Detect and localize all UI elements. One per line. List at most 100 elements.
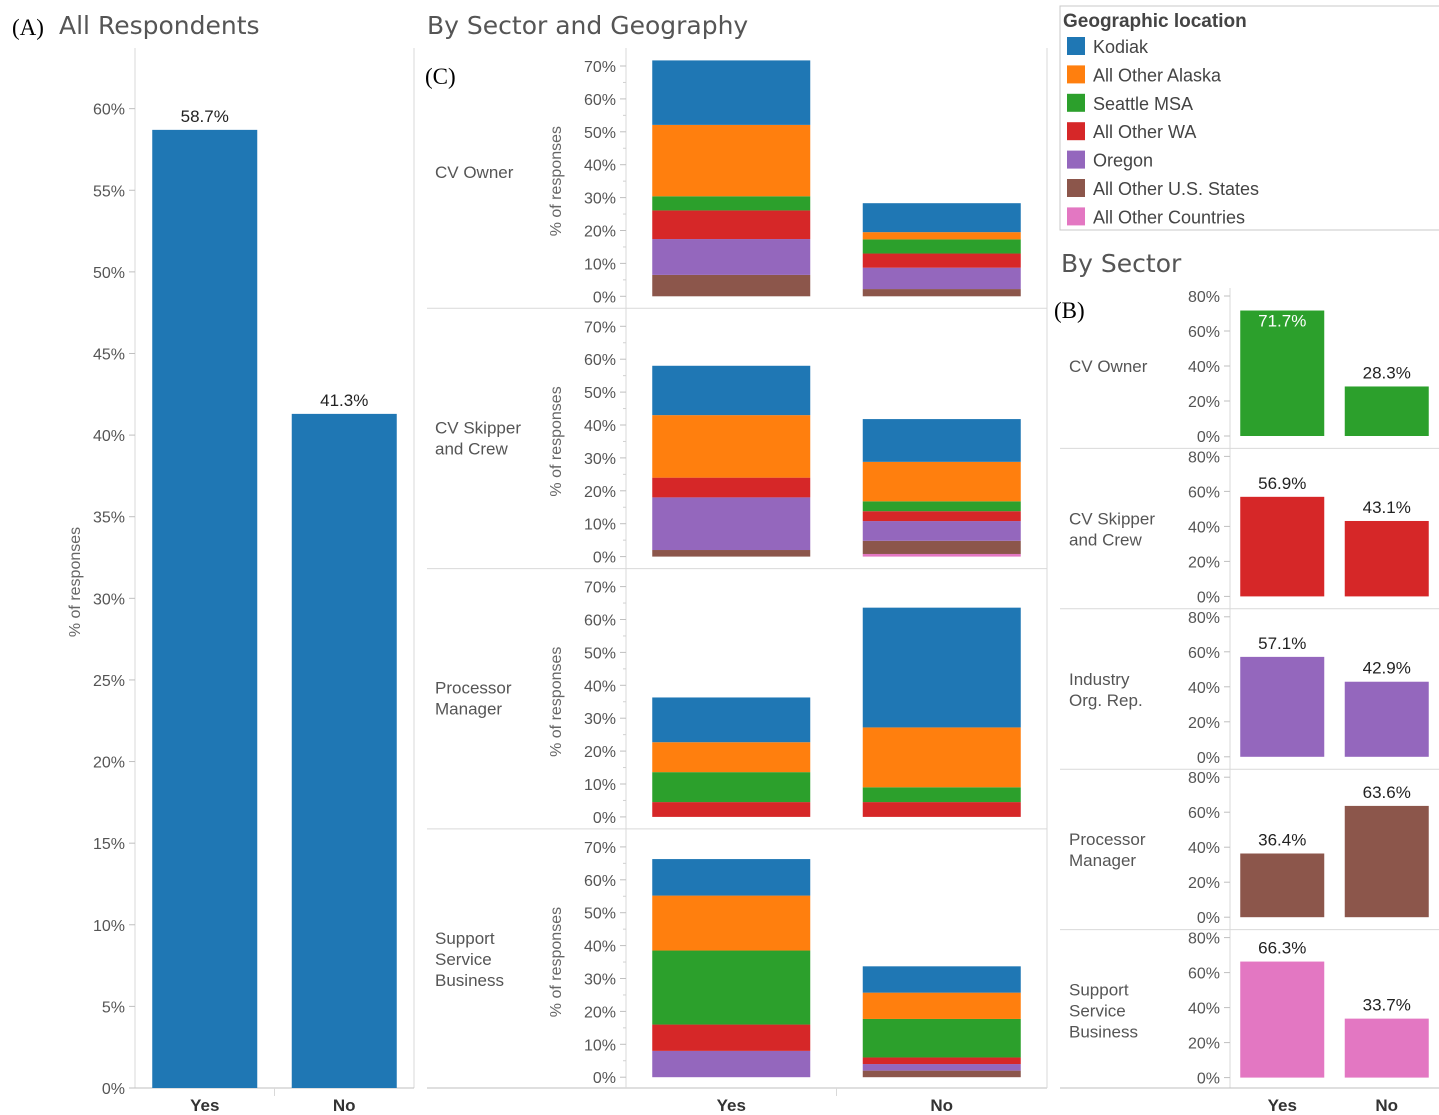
bar-no xyxy=(1344,386,1429,436)
segment-seattle-msa-no xyxy=(862,501,1021,512)
legend-label-0: Kodiak xyxy=(1093,37,1149,57)
legend: Geographic location Kodiak All Other Alask… xyxy=(1059,5,1439,231)
segment-all-other-wa-yes xyxy=(652,802,811,817)
segment-kodiak-no xyxy=(862,203,1021,233)
segment-all-other-wa-yes xyxy=(652,1024,811,1051)
y-tick-label: 60% xyxy=(1188,966,1220,983)
data-label-no: 42.9% xyxy=(1363,659,1411,678)
row-label: Support xyxy=(1069,981,1129,1000)
panel-label-b: (B) xyxy=(1054,298,1085,323)
bar-no xyxy=(1344,805,1429,918)
y-axis-title: % of responses xyxy=(548,126,565,236)
y-tick-label: 40% xyxy=(584,678,616,695)
segment-kodiak-no xyxy=(862,966,1021,993)
y-tick-label: 15% xyxy=(93,836,125,853)
y-tick-label: 60% xyxy=(584,613,616,630)
y-axis-title: % of responses xyxy=(548,386,565,496)
data-label-no: 33.7% xyxy=(1363,996,1411,1015)
y-tick-label: 40% xyxy=(1188,840,1220,857)
data-label-yes: 71.7% xyxy=(1258,312,1306,331)
x-tick-label-yes: Yes xyxy=(190,1096,219,1115)
legend-swatch-3 xyxy=(1067,122,1085,141)
segment-kodiak-no xyxy=(862,419,1021,462)
y-tick-label: 80% xyxy=(1188,770,1220,787)
segment-all-other-alaska-no xyxy=(862,992,1021,1019)
row-3: Processor Manager 0% 20% 40% 60% 80% 36.4% 63.6% xyxy=(1060,768,1439,927)
row-0: CV Owner 0% 20% 40% 60% 80% 71.7% 28.3% xyxy=(1069,289,1429,446)
segment-seattle-msa-no xyxy=(862,787,1021,803)
segment-all-other-wa-no xyxy=(862,1057,1021,1065)
y-tick-label: 40% xyxy=(1188,680,1220,697)
y-tick-label: 20% xyxy=(584,1004,616,1021)
y-tick-label: 70% xyxy=(584,59,616,76)
y-tick-label: 70% xyxy=(584,319,616,336)
segment-oregon-yes xyxy=(652,497,811,551)
data-label-yes: 56.9% xyxy=(1258,474,1306,493)
row-0: CV Owner 0% 10% 20% 30% 40% 50% 60% 70% % of resp… xyxy=(435,59,1021,306)
row-3: Support Service Business 0% 10% 20% 30% 40% 50% 6… xyxy=(427,828,1047,1087)
segment-all-other-alaska-no xyxy=(862,461,1021,502)
y-tick-label: 30% xyxy=(584,711,616,728)
row-label: Industry xyxy=(1069,670,1130,689)
y-tick-label: 60% xyxy=(1188,324,1220,341)
y-tick-label: 0% xyxy=(102,1081,125,1098)
row-label: and Crew xyxy=(435,439,508,458)
y-tick-label: 40% xyxy=(584,939,616,956)
y-axis-title: % of responses xyxy=(548,907,565,1017)
legend-label-6: All Other Countries xyxy=(1093,207,1245,227)
y-axis-title: % of responses xyxy=(67,527,84,637)
x-tick-label-no: No xyxy=(1375,1096,1398,1115)
segment-all-other-u-s-states-no xyxy=(862,540,1021,554)
legend-swatch-1 xyxy=(1067,65,1085,84)
segment-kodiak-yes xyxy=(652,697,811,743)
chart-by-sector: By Sector (B) CV Owner 0% 20% 40% 60% 80% 71.7% 2… xyxy=(1054,249,1439,1115)
segment-all-other-alaska-no xyxy=(862,727,1021,788)
y-tick-label: 40% xyxy=(93,428,125,445)
y-tick-label: 40% xyxy=(1188,359,1220,376)
segment-seattle-msa-no xyxy=(862,239,1021,254)
segment-all-other-wa-yes xyxy=(652,477,811,498)
x-tick-label-yes: Yes xyxy=(717,1096,746,1115)
y-tick-label: 0% xyxy=(1197,750,1220,767)
row-label: CV Owner xyxy=(1069,357,1148,376)
segment-all-other-countries-no xyxy=(862,553,1021,557)
legend-box xyxy=(1059,5,1439,231)
y-axis-title: % of responses xyxy=(548,647,565,757)
segment-all-other-alaska-yes xyxy=(652,742,811,773)
row-label: CV Skipper xyxy=(435,418,521,437)
row-label: and Crew xyxy=(1069,530,1142,549)
y-tick-label: 20% xyxy=(584,224,616,241)
segment-oregon-no xyxy=(862,1064,1021,1071)
legend-label-4: Oregon xyxy=(1093,151,1153,171)
legend-label-2: Seattle MSA xyxy=(1093,94,1193,114)
chart-title-by-sector-and-geography: By Sector and Geography xyxy=(427,11,748,40)
data-label-yes: 58.7% xyxy=(181,107,229,126)
bar-no xyxy=(1344,1018,1429,1078)
y-tick-label: 0% xyxy=(593,810,616,827)
y-tick-label: 30% xyxy=(584,972,616,989)
segment-all-other-wa-no xyxy=(862,511,1021,522)
row-label: Processor xyxy=(1069,830,1146,849)
row-2: Processor Manager 0% 10% 20% 30% 40% 50% 60% 70%%… xyxy=(427,568,1047,827)
y-tick-label: 20% xyxy=(1188,715,1220,732)
segment-seattle-msa-yes xyxy=(652,950,811,1025)
legend-swatch-5 xyxy=(1067,179,1085,197)
x-tick-label-no: No xyxy=(333,1096,356,1115)
data-label-yes: 36.4% xyxy=(1258,831,1306,850)
row-label: Service xyxy=(1069,1002,1126,1021)
y-tick-label: 20% xyxy=(1188,1036,1220,1053)
segment-oregon-yes xyxy=(652,1050,811,1078)
row-label: Business xyxy=(435,971,504,990)
data-label-no: 63.6% xyxy=(1363,783,1411,802)
y-tick-label: 40% xyxy=(1188,519,1220,536)
row-label: CV Skipper xyxy=(1069,509,1155,528)
y-tick-label: 10% xyxy=(584,517,616,534)
y-tick-label: 10% xyxy=(584,777,616,794)
segment-all-other-alaska-yes xyxy=(652,895,811,951)
legend-label-3: All Other WA xyxy=(1093,122,1196,142)
y-tick-label: 20% xyxy=(1188,394,1220,411)
chart-by-sector-and-geography: By Sector and Geography (C) CV Owner 0% 10% 2… xyxy=(425,11,1048,1115)
segment-all-other-u-s-states-yes xyxy=(652,550,811,557)
bar-no xyxy=(291,413,397,1088)
